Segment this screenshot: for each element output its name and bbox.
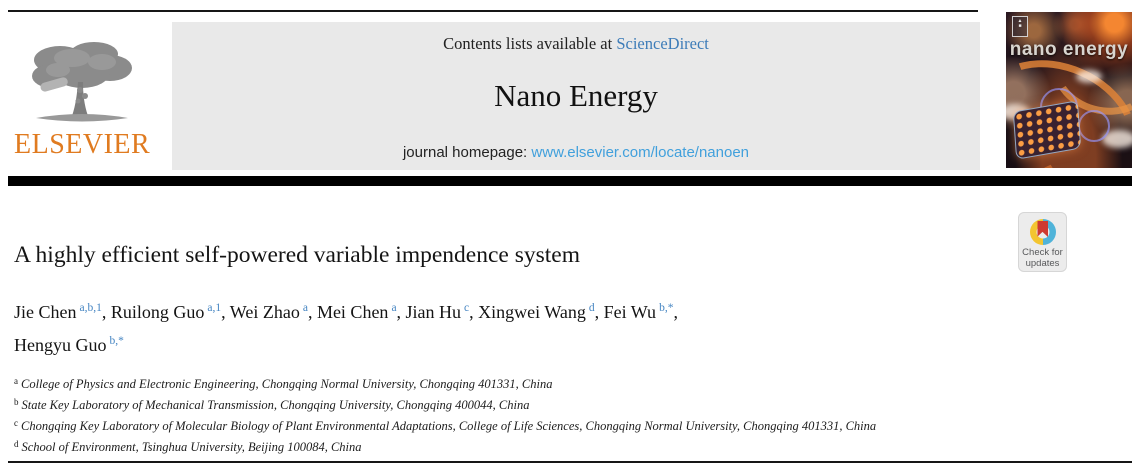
affiliation-line: a College of Physics and Electronic Engin… — [14, 374, 1124, 395]
homepage-line: journal homepage: www.elsevier.com/locat… — [172, 144, 980, 161]
author-affiliation-superscript: c — [464, 302, 470, 314]
author-affiliation-superscript: b,* — [659, 302, 674, 314]
homepage-prefix-text: journal homepage: — [402, 144, 532, 161]
author-separator: , — [469, 302, 479, 322]
article-title: A highly efficient self-powered variable… — [14, 242, 580, 268]
badge-line-2: updates — [1025, 257, 1060, 269]
author-name: Jie Chen — [14, 302, 77, 322]
crossmark-bookmark-icon — [1037, 221, 1048, 237]
cover-publisher-emblem: ▲ ■ — [1012, 16, 1028, 37]
author-list: Jie Chen a,b,1, Ruilong Guo a,1, Wei Zhao a… — [14, 297, 1074, 363]
affiliation-text: State Key Laboratory of Mechanical Trans… — [21, 398, 530, 412]
author-name: Ruilong Guo — [110, 302, 205, 322]
author-separator: , — [101, 302, 111, 322]
footer-rule — [8, 461, 1132, 463]
elsevier-tree-icon — [32, 42, 132, 122]
author-name: Xingwei Wang — [478, 302, 586, 322]
author-name: Hengyu Guo — [14, 335, 107, 355]
crossmark-icon — [1029, 219, 1056, 245]
cover-journal-title: nano energy — [1009, 39, 1129, 60]
author-separator: , — [594, 302, 604, 322]
contents-line: Contents lists available at ScienceDirec… — [172, 34, 980, 54]
journal-header-box: Contents lists available at ScienceDirec… — [172, 22, 980, 170]
elsevier-logo: ELSEVIER — [14, 38, 164, 161]
check-for-updates-badge[interactable]: Check for updates — [1018, 212, 1067, 272]
author-affiliation-superscript: a — [391, 302, 397, 314]
author-separator: , — [221, 302, 230, 322]
affiliation-line: d School of Environment, Tsinghua Univers… — [14, 437, 1124, 458]
badge-line-1: Check for — [1022, 247, 1063, 258]
header-divider-bar — [8, 176, 1132, 186]
affiliation-text: School of Environment, Tsinghua Universi… — [21, 440, 362, 454]
author-affiliation-superscript: a,b,1 — [79, 302, 102, 314]
author-name: Jian Hu — [405, 302, 462, 322]
author-name: Mei Chen — [316, 302, 389, 322]
journal-homepage-link[interactable]: www.elsevier.com/locate/nanoen — [531, 144, 750, 161]
cover-cloud-art — [1076, 70, 1102, 83]
check-for-updates-label: Check for updates — [1019, 247, 1066, 269]
affiliation-superscript: a — [14, 376, 18, 386]
author-affiliation-superscript: d — [588, 302, 595, 314]
cover-circle-art — [1078, 110, 1110, 142]
author-affiliation-superscript: a — [302, 302, 308, 314]
sciencedirect-link[interactable]: ScienceDirect — [616, 34, 709, 53]
elsevier-wordmark: ELSEVIER — [14, 129, 151, 160]
journal-cover-thumbnail: ▲ ■ nano energy — [1006, 12, 1132, 168]
affiliation-text: Chongqing Key Laboratory of Molecular Bi… — [21, 419, 877, 433]
header-top-rule — [8, 10, 978, 12]
cover-cloud-art — [1102, 130, 1132, 148]
affiliation-line: b State Key Laboratory of Mechanical Tran… — [14, 395, 1124, 416]
journal-title: Nano Energy — [494, 78, 658, 113]
affiliation-superscript: b — [14, 397, 19, 407]
author-separator: , — [307, 302, 317, 322]
affiliation-superscript: d — [14, 439, 19, 449]
author-separator: , — [673, 302, 678, 322]
author-name: Fei Wu — [603, 302, 657, 322]
affiliation-list: a College of Physics and Electronic Engin… — [14, 374, 1124, 458]
author-separator: , — [396, 302, 406, 322]
affiliation-line: c Chongqing Key Laboratory of Molecular B… — [14, 416, 1124, 437]
affiliation-superscript: c — [14, 418, 18, 428]
contents-prefix-text: Contents lists available at — [443, 34, 617, 53]
author-affiliation-superscript: b,* — [109, 335, 124, 347]
author-name: Wei Zhao — [229, 302, 300, 322]
affiliation-text: College of Physics and Electronic Engine… — [21, 377, 553, 391]
author-affiliation-superscript: a,1 — [207, 302, 222, 314]
